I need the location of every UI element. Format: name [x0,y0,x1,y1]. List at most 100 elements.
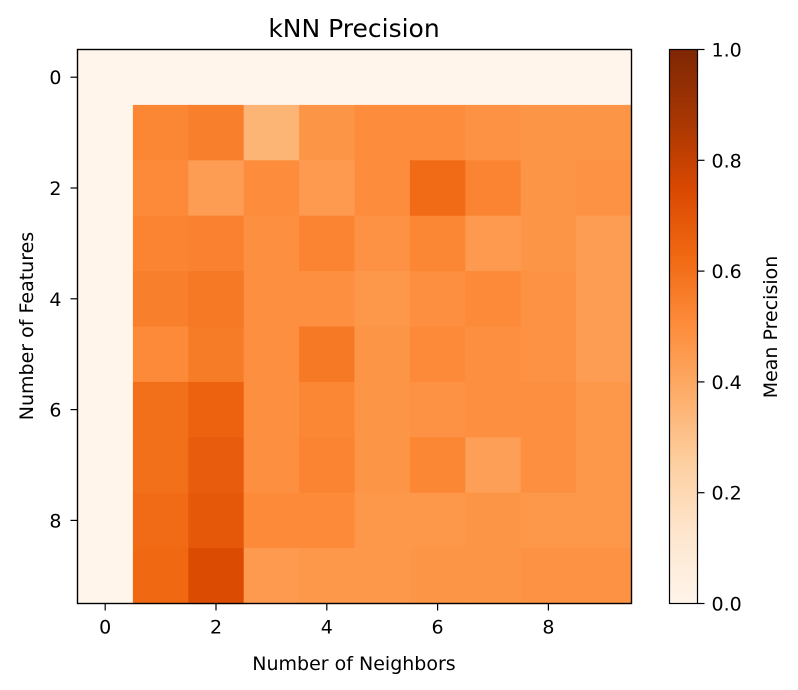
colorbar-tick-label: 0.4 [712,372,742,394]
heatmap-cell [354,160,411,217]
heatmap-cell [465,49,522,106]
heatmap-cell [409,215,466,272]
heatmap-cell [354,548,411,605]
heatmap-cell [299,437,356,494]
x-tick-label: 8 [542,617,554,639]
heatmap-cell [243,492,300,549]
heatmap-cell [520,49,577,106]
heatmap-cell [188,271,245,328]
heatmap-cell [132,437,189,494]
heatmap-cell [77,548,134,605]
heatmap-cell [465,271,522,328]
heatmap-cell [188,326,245,383]
heatmap-cell [520,437,577,494]
heatmap-cell [77,271,134,328]
heatmap-cell [520,492,577,549]
x-tick-label: 4 [321,617,333,639]
heatmap-cell [188,160,245,217]
heatmap-cell [299,104,356,161]
colorbar-tick-label: 1.0 [712,40,742,62]
heatmap-cell [409,326,466,383]
heatmap-cell [354,49,411,106]
heatmap-cell [354,326,411,383]
heatmap-cell [77,160,134,217]
heatmap-cell [188,548,245,605]
heatmap-cell [465,437,522,494]
y-tick-label: 0 [49,67,61,89]
heatmap-cell [520,160,577,217]
heatmap-cell [132,271,189,328]
chart-title: kNN Precision [268,14,439,43]
heatmap-cell [188,104,245,161]
y-axis-ticks: 0 2 4 6 8 [49,67,78,532]
y-tick-label: 6 [49,400,61,422]
heatmap-cell [576,381,633,438]
heatmap-cell [576,49,633,106]
heatmap-cell [243,271,300,328]
heatmap-cell [77,49,134,106]
heatmap-cell [465,548,522,605]
heatmap-cell [188,49,245,106]
heatmap-cell [520,548,577,605]
colorbar-tick-label: 0.2 [712,483,742,505]
heatmap-cell [243,49,300,106]
heatmap-cell [465,381,522,438]
heatmap-cell [409,492,466,549]
heatmap-cell [77,104,134,161]
heatmap-cell [576,215,633,272]
heatmap-cells [77,49,633,605]
colorbar-label: Mean Precision [760,256,782,399]
heatmap-cell [132,49,189,106]
heatmap-cell [132,104,189,161]
heatmap-cell [132,160,189,217]
heatmap-cell [354,437,411,494]
heatmap-cell [520,215,577,272]
colorbar-tick-label: 0.6 [712,261,742,283]
heatmap-cell [354,215,411,272]
x-tick-label: 2 [210,617,222,639]
heatmap-cell [299,271,356,328]
heatmap-cell [299,548,356,605]
heatmap-cell [465,326,522,383]
heatmap-cell [299,381,356,438]
heatmap-cell [354,492,411,549]
heatmap-cell [243,437,300,494]
y-axis-label: Number of Features [16,232,38,420]
heatmap-cell [520,381,577,438]
heatmap-cell [299,160,356,217]
heatmap-cell [77,326,134,383]
y-tick-label: 4 [49,289,61,311]
heatmap-cell [243,381,300,438]
plot-frame [76,48,633,605]
x-axis-ticks: 0 2 4 6 8 [99,603,554,639]
heatmap-cell [188,215,245,272]
heatmap-cell [243,548,300,605]
heatmap-cell [409,548,466,605]
heatmap-cell [132,492,189,549]
heatmap-cell [465,492,522,549]
heatmap-cell [409,160,466,217]
y-tick-label: 2 [49,178,61,200]
heatmap-cell [409,381,466,438]
heatmap-cell [132,326,189,383]
heatmap-cell [576,437,633,494]
heatmap-cell [243,104,300,161]
x-axis-label: Number of Neighbors [252,653,455,675]
heatmap-cell [409,104,466,161]
heatmap-cell [520,104,577,161]
heatmap-cell [243,160,300,217]
x-tick-label: 6 [432,617,444,639]
heatmap-cell [77,437,134,494]
heatmap-cell [299,215,356,272]
heatmap-cell [465,215,522,272]
colorbar [668,48,699,605]
heatmap-cell [576,492,633,549]
heatmap-cell [243,215,300,272]
heatmap-cell [354,381,411,438]
heatmap-cell [77,215,134,272]
heatmap-cell [576,326,633,383]
heatmap-cell [299,49,356,106]
x-tick-label: 0 [99,617,111,639]
heatmap-cell [576,548,633,605]
